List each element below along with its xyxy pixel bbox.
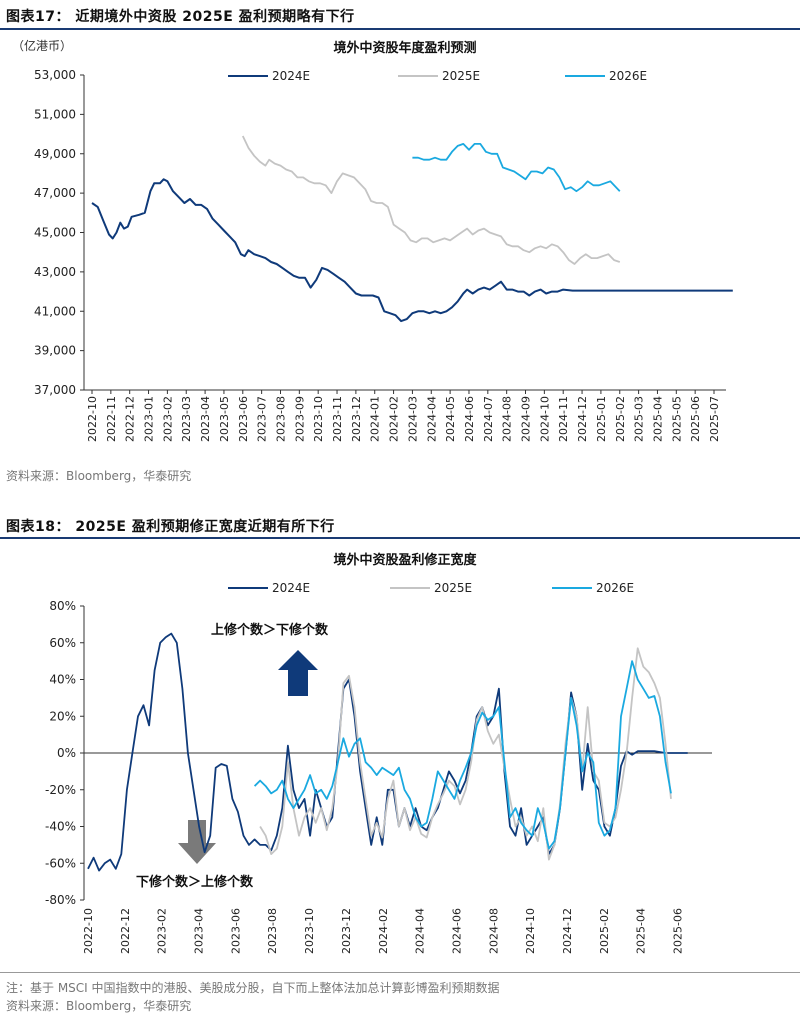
x-tick-label: 2022-10: [82, 908, 95, 954]
x-tick-label: 2024-02: [388, 396, 401, 442]
x-tick-label: 2023-04: [199, 396, 212, 442]
y-tick-label: 47,000: [34, 186, 76, 200]
figure-18-bottom-rule: [0, 972, 800, 973]
x-tick-label: 2023-01: [143, 396, 156, 442]
x-tick-label: 2025-04: [651, 396, 664, 442]
y-tick-label: -80%: [45, 893, 76, 907]
x-tick-label: 2024-04: [425, 396, 438, 442]
annotation-up: 上修个数＞下修个数: [211, 622, 329, 638]
x-tick-label: 2024-12: [576, 396, 589, 442]
x-tick-label: 2023-07: [256, 396, 269, 442]
x-tick-label: 2024-03: [406, 396, 419, 442]
x-tick-label: 2023-02: [156, 908, 169, 954]
y-tick-label: 45,000: [34, 226, 76, 240]
x-tick-label: 2024-08: [487, 908, 500, 954]
x-tick-label: 2023-10: [303, 908, 316, 954]
x-tick-label: 2022-11: [105, 396, 118, 442]
y-tick-label: 20%: [49, 709, 76, 723]
x-tick-label: 2024-11: [557, 396, 570, 442]
x-tick-label: 2023-06: [237, 396, 250, 442]
y-tick-label: -60%: [45, 856, 76, 870]
x-tick-label: 2023-05: [218, 396, 231, 442]
x-tick-label: 2022-12: [119, 908, 132, 954]
y-tick-label: 51,000: [34, 107, 76, 121]
x-tick-label: 2023-10: [312, 396, 325, 442]
chart-earnings-forecast: （亿港币） 境外中资股年度盈利预测 37,000 39,000 41,000 43,000…: [12, 38, 733, 442]
y-tick-label: 53,000: [34, 68, 76, 82]
x-tick-label: 2023-09: [293, 396, 306, 442]
x-tick-label: 2024-02: [377, 908, 390, 954]
y-tick-label: 40%: [49, 673, 76, 687]
x-tick-label: 2025-05: [670, 396, 683, 442]
x-tick-label: 2024-10: [538, 396, 551, 442]
x-tick-label: 2023-02: [161, 396, 174, 442]
chart-revision-breadth: 境外中资股盈利修正宽度 -80% -60% -40% -20% 0% 20% 40% 60% 80…: [45, 552, 712, 954]
y-tick-label: 0%: [57, 746, 76, 760]
x-tick-label: 2023-08: [266, 908, 279, 954]
series-line-2024E: [91, 178, 733, 323]
x-tick-label: 2025-03: [633, 396, 646, 442]
x-tick-label: 2024-05: [444, 396, 457, 442]
y-tick-label: 41,000: [34, 304, 76, 318]
x-tick-label: 2023-06: [229, 908, 242, 954]
x-tick-label: 2025-02: [614, 396, 627, 442]
y-tick-label: 43,000: [34, 265, 76, 279]
x-tick-label: 2024-06: [450, 908, 463, 954]
up-arrow-icon: [278, 650, 318, 696]
x-tick-label: 2023-12: [350, 396, 363, 442]
chart-title: 境外中资股年度盈利预测: [333, 40, 476, 56]
series-line-2025E: [241, 135, 621, 265]
x-tick-label: 2024-09: [520, 396, 533, 442]
legend-label-2024E: 2024E: [272, 69, 310, 83]
legend-label-2026E: 2026E: [596, 581, 634, 595]
x-tick-label: 2024-04: [414, 908, 427, 954]
legend-label-2025E: 2025E: [442, 69, 480, 83]
x-tick-label: 2023-12: [340, 908, 353, 954]
y-tick-label: 37,000: [34, 383, 76, 397]
x-tick-label: 2025-01: [595, 396, 608, 442]
series-line-2026E: [253, 660, 672, 850]
y-unit-label: （亿港币）: [12, 38, 72, 53]
x-tick-label: 2023-11: [331, 396, 344, 442]
down-arrow-icon: [178, 820, 216, 864]
chart-title: 境外中资股盈利修正宽度: [333, 552, 477, 568]
x-tick-label: 2025-02: [598, 908, 611, 954]
x-tick-label: 2024-07: [482, 396, 495, 442]
series-line-2024E: [87, 632, 688, 872]
y-tick-label: 60%: [49, 636, 76, 650]
figure-18-note: 注：基于 MSCI 中国指数中的港股、美股成分股，自下而上整体法加总计算彭博盈利…: [6, 981, 500, 995]
figure-18-caption: 图表18： 2025E 盈利预期修正宽度近期有所下行: [6, 519, 335, 535]
legend-label-2024E: 2024E: [272, 581, 310, 595]
y-tick-label: -40%: [45, 820, 76, 834]
x-tick-label: 2024-01: [369, 396, 382, 442]
x-tick-label: 2025-04: [635, 908, 648, 954]
x-tick-label: 2023-03: [180, 396, 193, 442]
figure-17-rule: [0, 28, 800, 30]
x-tick-label: 2025-06: [672, 908, 685, 954]
x-tick-label: 2024-12: [561, 908, 574, 954]
x-tick-label: 2024-06: [463, 396, 476, 442]
figure-17-caption: 图表17： 近期境外中资股 2025E 盈利预期略有下行: [6, 9, 355, 25]
x-tick-label: 2022-12: [124, 396, 137, 442]
x-tick-label: 2023-04: [193, 908, 206, 954]
legend-label-2025E: 2025E: [434, 581, 472, 595]
x-tick-label: 2025-06: [689, 396, 702, 442]
series-line-2025E: [259, 647, 672, 861]
x-tick-label: 2024-08: [501, 396, 514, 442]
x-tick-label: 2024-10: [524, 908, 537, 954]
x-tick-label: 2022-10: [86, 396, 99, 442]
x-tick-label: 2025-07: [708, 396, 721, 442]
figure-17-source: 资料来源：Bloomberg，华泰研究: [6, 469, 192, 483]
figure-18-rule: [0, 537, 800, 539]
y-tick-label: 49,000: [34, 147, 76, 161]
y-tick-label: 80%: [49, 599, 76, 613]
annotation-down: 下修个数＞上修个数: [136, 874, 254, 890]
figure-18-source: 资料来源：Bloomberg，华泰研究: [6, 999, 192, 1013]
series-line-2026E: [412, 143, 621, 193]
legend-label-2026E: 2026E: [609, 69, 647, 83]
x-tick-label: 2023-08: [274, 396, 287, 442]
y-tick-label: 39,000: [34, 344, 76, 358]
y-tick-label: -20%: [45, 783, 76, 797]
